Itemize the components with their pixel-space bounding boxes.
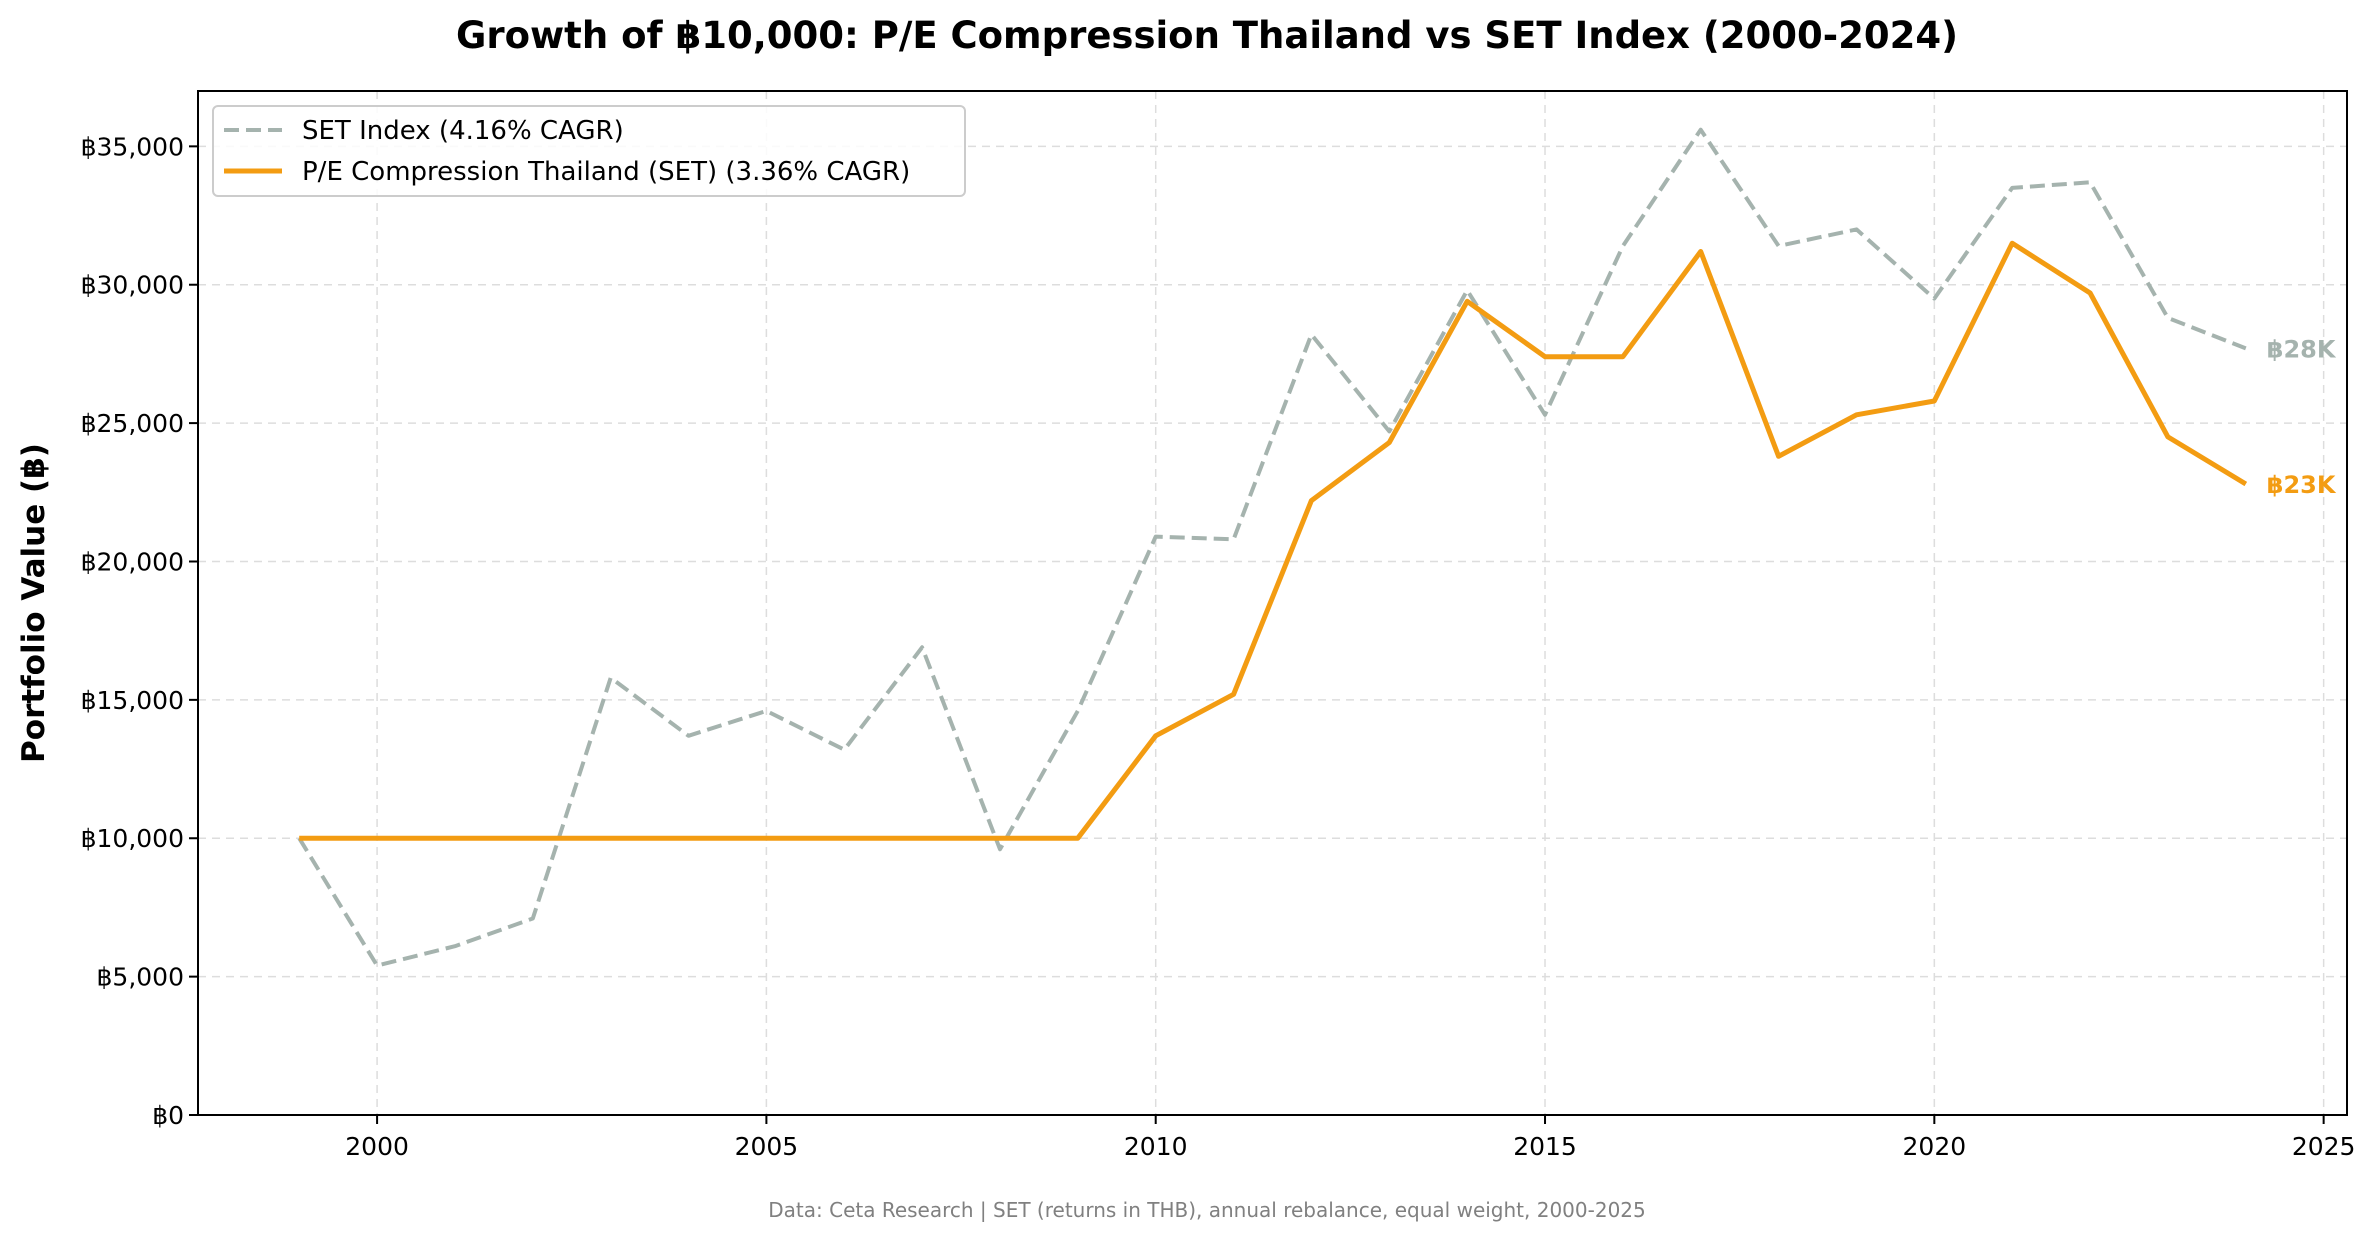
series-line-1	[299, 240, 2248, 841]
y-tick-label: ฿25,000	[81, 409, 184, 438]
x-tick-label: 2025	[2292, 1132, 2356, 1161]
x-tick-label: 2015	[1513, 1132, 1577, 1161]
legend: SET Index (4.16% CAGR) P/E Compression T…	[212, 105, 966, 197]
y-tick-label: ฿20,000	[81, 547, 184, 576]
grid	[198, 91, 2347, 1116]
chart-title: Growth of ฿10,000: P/E Compression Thail…	[456, 14, 1958, 57]
legend-box	[212, 105, 966, 197]
series-lines	[297, 127, 2248, 968]
x-tick-label: 2000	[345, 1132, 409, 1161]
y-tick-label: ฿10,000	[81, 824, 184, 853]
y-tick-label: ฿15,000	[81, 686, 184, 715]
end-label-0: ฿28K	[2267, 335, 2337, 363]
x-tick-label: 2020	[1903, 1132, 1967, 1161]
y-axis: ฿0 ฿5,000 ฿10,000 ฿15,000 ฿20,000 ฿25,000 ฿30,…	[81, 132, 198, 1130]
end-labels: ฿28K ฿23K	[2267, 335, 2337, 499]
x-axis: 2000 2005 2010 2015 2020 2025	[345, 1115, 2355, 1161]
y-tick-label: ฿30,000	[81, 271, 184, 300]
plot-frame	[197, 90, 2348, 1116]
y-tick-label: ฿0	[152, 1101, 184, 1130]
footer-note: Data: Ceta Research | SET (returns in TH…	[768, 1198, 1646, 1222]
end-label-1: ฿23K	[2267, 471, 2337, 499]
y-tick-label: ฿5,000	[97, 963, 184, 992]
x-tick-label: 2010	[1124, 1132, 1188, 1161]
legend-label-pe-compression: P/E Compression Thailand (SET) (3.36% CA…	[302, 157, 910, 187]
x-tick-label: 2005	[735, 1132, 799, 1161]
series-line-0	[297, 127, 2247, 968]
legend-label-set-index: SET Index (4.16% CAGR)	[302, 116, 624, 146]
y-axis-label: Portfolio Value (฿)	[16, 443, 52, 763]
y-tick-label: ฿35,000	[81, 132, 184, 161]
